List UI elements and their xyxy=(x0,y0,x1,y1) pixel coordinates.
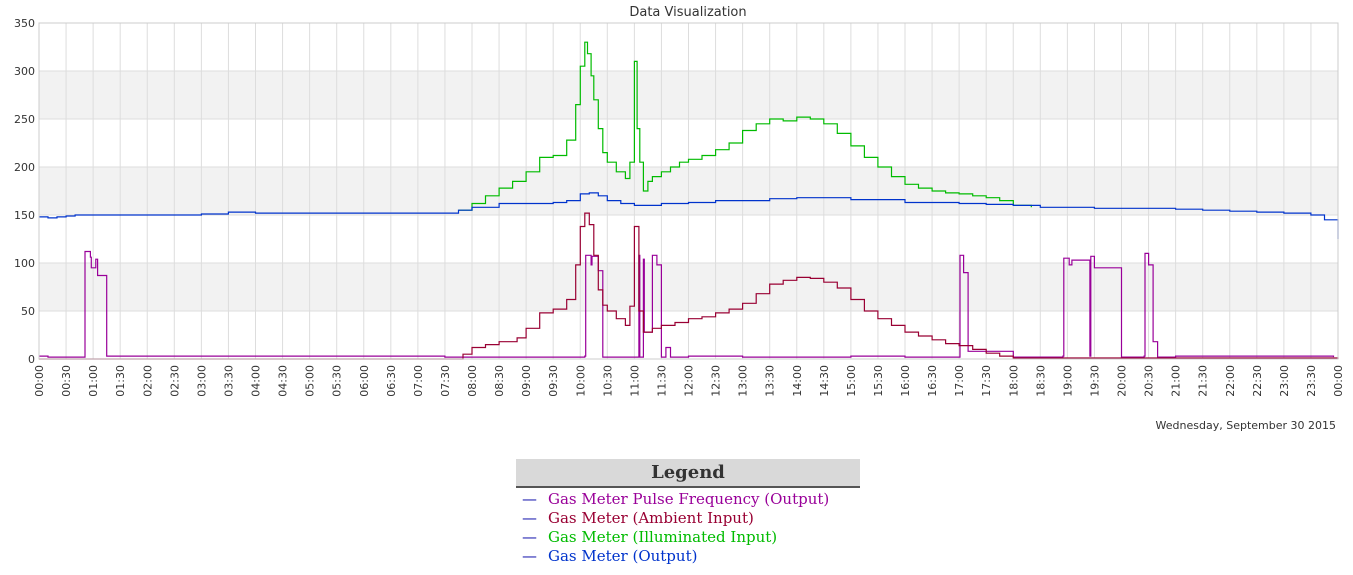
y-tick-label: 50 xyxy=(21,305,35,318)
y-tick-label: 150 xyxy=(14,209,35,222)
x-tick-label: 01:30 xyxy=(114,365,127,397)
x-tick-label: 16:00 xyxy=(899,365,912,397)
x-tick-label: 00:00 xyxy=(33,365,46,397)
chart-svg: Data Visualization 0 50 100 150 200 250 300 350… xyxy=(14,5,1345,397)
series-layer xyxy=(39,41,1339,360)
x-tick-label: 05:30 xyxy=(331,365,344,397)
x-tick-label: 17:30 xyxy=(980,365,993,397)
x-tick-label: 16:30 xyxy=(926,365,939,397)
x-tick-label: 01:00 xyxy=(87,365,100,397)
legend-item-pulse-frequency[interactable]: — Gas Meter Pulse Frequency (Output) xyxy=(522,490,860,509)
x-tick-label: 13:30 xyxy=(764,365,777,397)
x-tick-label: 17:00 xyxy=(953,365,966,397)
legend-swatch: — xyxy=(522,528,537,546)
x-tick-label: 23:30 xyxy=(1305,365,1318,397)
legend: Legend — Gas Meter Pulse Frequency (Outpu… xyxy=(516,459,860,566)
x-tick-label: 23:00 xyxy=(1278,365,1291,397)
x-tick-label: 21:30 xyxy=(1197,365,1210,397)
x-tick-label: 14:30 xyxy=(818,365,831,397)
x-tick-label: 07:30 xyxy=(439,365,452,397)
series-line-3 xyxy=(39,192,1339,239)
legend-swatch: — xyxy=(522,509,537,527)
x-tick-label: 08:30 xyxy=(493,365,506,397)
x-tick-label: 05:00 xyxy=(304,365,317,397)
x-axis: 00:00 00:30 01:00 01:30 02:00 02:30 03:00 03:30… xyxy=(33,365,1345,397)
x-tick-label: 18:30 xyxy=(1034,365,1047,397)
series-line-1 xyxy=(39,212,1339,360)
x-tick-label: 02:30 xyxy=(168,365,181,397)
series-line-0 xyxy=(39,250,1335,358)
x-tick-label: 04:00 xyxy=(250,365,263,397)
x-tick-label: 00:00 xyxy=(1332,365,1345,397)
x-tick-label: 00:30 xyxy=(60,365,73,397)
legend-title: Legend xyxy=(516,459,860,488)
legend-label: Gas Meter (Illuminated Input) xyxy=(548,528,778,546)
x-tick-label: 12:30 xyxy=(710,365,723,397)
x-tick-label: 08:00 xyxy=(466,365,479,397)
y-tick-label: 300 xyxy=(14,65,35,78)
legend-label: Gas Meter (Output) xyxy=(548,547,698,565)
x-tick-label: 20:30 xyxy=(1143,365,1156,397)
plot-border xyxy=(38,22,1339,360)
legend-label: Gas Meter (Ambient Input) xyxy=(548,509,754,527)
x-tick-label: 10:30 xyxy=(601,365,614,397)
y-axis: 0 50 100 150 200 250 300 350 xyxy=(14,17,1339,366)
x-tick-label: 11:30 xyxy=(655,365,668,397)
x-tick-label: 20:00 xyxy=(1116,365,1129,397)
x-tick-label: 18:00 xyxy=(1007,365,1020,397)
x-tick-label: 03:30 xyxy=(222,365,235,397)
x-tick-label: 11:00 xyxy=(628,365,641,397)
legend-swatch: — xyxy=(522,490,537,508)
chart-title: Data Visualization xyxy=(629,5,746,20)
x-tick-label: 15:30 xyxy=(872,365,885,397)
x-tick-label: 19:30 xyxy=(1088,365,1101,397)
legend-swatch: — xyxy=(522,547,537,565)
y-tick-label: 0 xyxy=(28,353,35,366)
x-tick-label: 07:00 xyxy=(412,365,425,397)
x-tick-label: 04:30 xyxy=(277,365,290,397)
x-tick-label: 12:00 xyxy=(683,365,696,397)
x-tick-label: 14:00 xyxy=(791,365,804,397)
legend-list: — Gas Meter Pulse Frequency (Output) — Gas… xyxy=(516,490,860,566)
y-tick-label: 350 xyxy=(14,17,35,30)
x-tick-label: 09:30 xyxy=(547,365,560,397)
vertical-gridlines xyxy=(38,23,1339,359)
chart-date: Wednesday, September 30 2015 xyxy=(1155,419,1336,432)
legend-item-illuminated-input[interactable]: — Gas Meter (Illuminated Input) xyxy=(522,528,860,547)
x-tick-label: 21:00 xyxy=(1170,365,1183,397)
x-tick-label: 06:00 xyxy=(358,365,371,397)
y-tick-label: 250 xyxy=(14,113,35,126)
series-line-2 xyxy=(458,41,1032,211)
x-tick-label: 22:30 xyxy=(1251,365,1264,397)
x-tick-label: 06:30 xyxy=(385,365,398,397)
x-tick-label: 09:00 xyxy=(520,365,533,397)
legend-item-output[interactable]: — Gas Meter (Output) xyxy=(522,547,860,566)
x-tick-label: 13:00 xyxy=(737,365,750,397)
x-tick-label: 10:00 xyxy=(574,365,587,397)
x-tick-label: 15:00 xyxy=(845,365,858,397)
legend-label: Gas Meter Pulse Frequency (Output) xyxy=(548,490,830,508)
y-tick-label: 200 xyxy=(14,161,35,174)
x-tick-label: 02:00 xyxy=(141,365,154,397)
y-tick-label: 100 xyxy=(14,257,35,270)
legend-item-ambient-input[interactable]: — Gas Meter (Ambient Input) xyxy=(522,509,860,528)
x-tick-label: 19:00 xyxy=(1061,365,1074,397)
x-tick-label: 03:00 xyxy=(195,365,208,397)
x-tick-label: 22:00 xyxy=(1224,365,1237,397)
